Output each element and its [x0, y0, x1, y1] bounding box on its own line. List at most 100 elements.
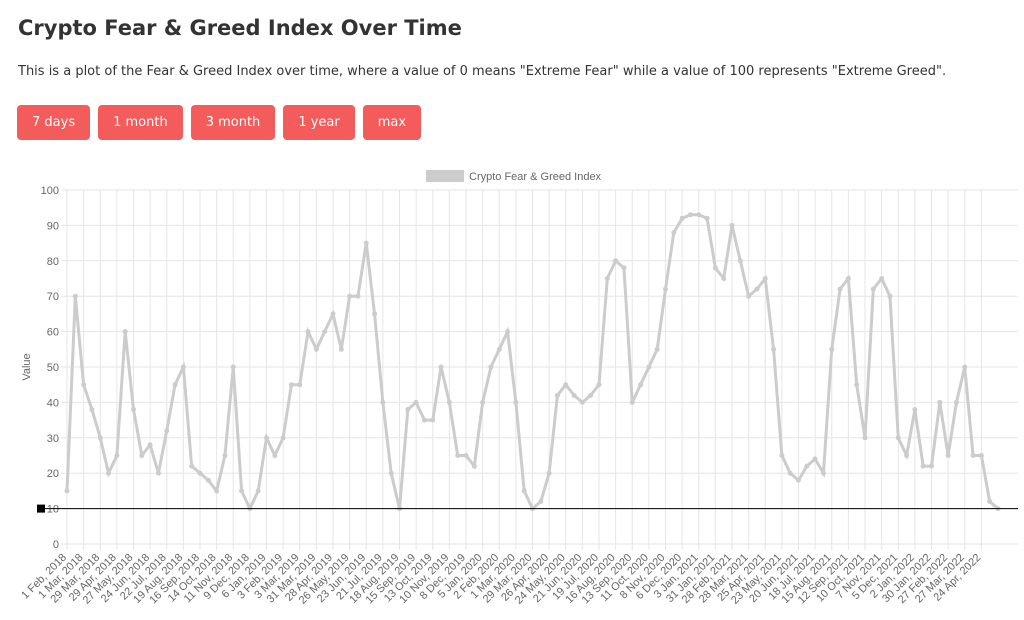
- y-tick-label: 0: [53, 539, 59, 551]
- y-tick-label: 40: [47, 397, 59, 409]
- range-button[interactable]: 1 year: [283, 105, 355, 140]
- data-point: [538, 499, 544, 505]
- data-point: [72, 293, 78, 299]
- data-point: [230, 364, 236, 370]
- data-point: [147, 442, 153, 448]
- y-tick-label: 50: [47, 362, 59, 374]
- data-point: [829, 346, 835, 352]
- data-point: [280, 435, 286, 441]
- data-point: [347, 293, 353, 299]
- data-point: [638, 382, 644, 388]
- y-tick-label: 20: [47, 468, 59, 480]
- data-point: [820, 470, 826, 476]
- data-point: [122, 329, 128, 335]
- data-point: [729, 222, 735, 228]
- data-point: [446, 399, 452, 405]
- data-point: [579, 399, 585, 405]
- data-point: [937, 399, 943, 405]
- data-point: [521, 488, 527, 494]
- y-axis-title: Value: [21, 353, 33, 380]
- data-point: [554, 392, 560, 398]
- data-point: [313, 346, 319, 352]
- data-point: [804, 463, 810, 469]
- reference-marker: [37, 504, 45, 513]
- data-point: [189, 463, 195, 469]
- data-point: [812, 456, 818, 462]
- data-point: [421, 417, 427, 423]
- data-point: [687, 212, 693, 218]
- data-point: [413, 399, 419, 405]
- y-tick-label: 60: [47, 327, 59, 339]
- data-point: [488, 364, 494, 370]
- data-point: [895, 435, 901, 441]
- data-point: [929, 463, 934, 469]
- data-point: [438, 364, 444, 370]
- data-point: [155, 470, 161, 476]
- data-point: [372, 311, 378, 317]
- range-button[interactable]: 3 month: [190, 105, 276, 140]
- range-button[interactable]: 1 month: [98, 105, 183, 140]
- data-point: [172, 382, 178, 388]
- data-point: [920, 463, 926, 469]
- data-point: [654, 346, 660, 352]
- data-point: [97, 435, 103, 441]
- legend-swatch: [426, 170, 464, 182]
- description: This is a plot of the Fear & Greed Index…: [18, 64, 947, 79]
- data-point: [696, 212, 702, 218]
- data-point: [762, 276, 768, 281]
- data-point: [89, 406, 95, 412]
- data-point: [64, 488, 70, 494]
- data-point: [255, 488, 261, 494]
- range-button[interactable]: max: [362, 105, 422, 140]
- data-point: [671, 229, 677, 235]
- y-tick-label: 70: [47, 291, 59, 303]
- data-point: [363, 240, 369, 246]
- data-point: [380, 399, 386, 405]
- y-tick-label: 80: [47, 256, 59, 268]
- data-point: [139, 453, 145, 458]
- data-point: [904, 453, 910, 458]
- y-tick-label: 30: [47, 433, 59, 445]
- y-tick-label: 100: [41, 185, 59, 197]
- data-point: [546, 470, 552, 476]
- data-point: [571, 392, 577, 398]
- data-point: [455, 453, 461, 458]
- data-point: [987, 499, 993, 505]
- data-point: [737, 258, 743, 264]
- data-point: [322, 329, 328, 335]
- button-bar: 7 days 1 month 3 month 1 year max: [17, 105, 422, 140]
- data-point: [563, 382, 569, 388]
- data-point: [837, 286, 843, 292]
- data-point: [870, 286, 876, 292]
- data-point: [712, 265, 718, 271]
- data-point: [646, 364, 652, 370]
- data-point: [405, 406, 411, 412]
- data-point: [164, 428, 170, 434]
- data-point: [496, 346, 502, 352]
- data-point: [297, 382, 303, 388]
- data-point: [796, 477, 801, 483]
- data-point: [81, 382, 87, 388]
- data-point: [330, 311, 336, 317]
- data-point: [754, 286, 760, 292]
- data-point: [222, 453, 228, 458]
- data-point: [862, 435, 868, 441]
- data-point: [588, 392, 594, 398]
- data-point: [513, 399, 519, 405]
- data-point: [180, 364, 186, 370]
- data-point: [912, 406, 918, 412]
- data-point: [962, 364, 968, 370]
- data-point: [845, 276, 851, 281]
- data-point: [779, 453, 785, 458]
- data-point: [721, 276, 727, 281]
- data-point: [596, 382, 602, 388]
- data-point: [945, 453, 951, 458]
- data-point: [388, 470, 394, 476]
- data-point: [505, 329, 511, 335]
- data-point: [106, 470, 112, 476]
- range-button[interactable]: 7 days: [17, 105, 91, 140]
- data-point: [197, 470, 203, 476]
- data-point: [205, 477, 211, 483]
- data-point: [854, 382, 860, 388]
